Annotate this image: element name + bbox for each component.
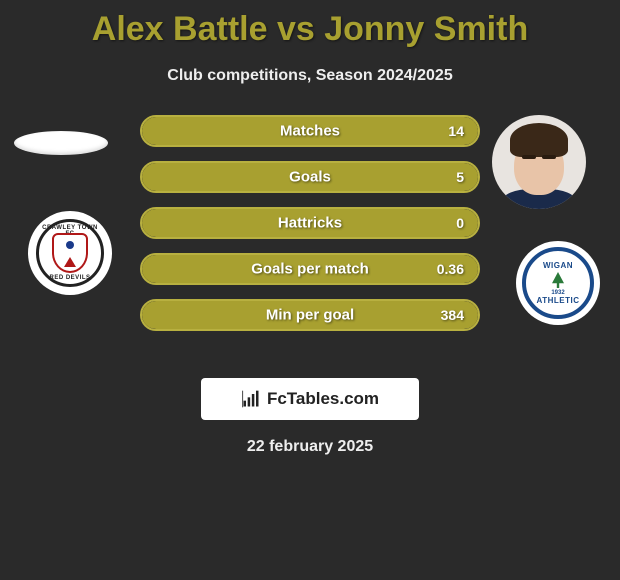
subtitle: Club competitions, Season 2024/2025 — [0, 67, 620, 85]
stats-list: Matches 14 Goals 5 Hattricks 0 Goals per… — [140, 115, 480, 331]
stat-value: 5 — [456, 169, 464, 185]
stat-value: 0 — [456, 215, 464, 231]
stat-row: Goals per match 0.36 — [140, 253, 480, 285]
stat-value: 14 — [448, 123, 464, 139]
player-left-avatar — [14, 131, 108, 155]
stat-label: Goals per match — [142, 261, 478, 278]
stat-label: Goals — [142, 169, 478, 186]
stat-row: Min per goal 384 — [140, 299, 480, 331]
tree-icon — [552, 272, 564, 288]
page-title: Alex Battle vs Jonny Smith — [0, 0, 620, 49]
stat-label: Matches — [142, 123, 478, 140]
shield-icon — [52, 233, 88, 273]
badge-text-top: WIGAN — [543, 261, 573, 270]
comparison-panel: CRAWLEY TOWN FC RED DEVILS WIGAN 1932 AT… — [0, 115, 620, 365]
brand-badge: FcTables.com — [201, 378, 419, 420]
player-right-avatar — [492, 115, 586, 209]
stat-value: 0.36 — [437, 261, 464, 277]
brand-text: FcTables.com — [267, 389, 379, 409]
player-right-club-badge: WIGAN 1932 ATHLETIC — [516, 241, 600, 325]
face-icon — [492, 115, 586, 209]
stat-label: Hattricks — [142, 215, 478, 232]
stat-row: Goals 5 — [140, 161, 480, 193]
wigan-badge-icon: WIGAN 1932 ATHLETIC — [522, 247, 594, 319]
player-left-club-badge: CRAWLEY TOWN FC RED DEVILS — [28, 211, 112, 295]
badge-text-bottom: RED DEVILS — [49, 275, 90, 281]
stat-row: Matches 14 — [140, 115, 480, 147]
stat-label: Min per goal — [142, 307, 478, 324]
date-label: 22 february 2025 — [0, 438, 620, 456]
badge-text-bottom: ATHLETIC — [537, 296, 580, 305]
crawley-badge-icon: CRAWLEY TOWN FC RED DEVILS — [36, 219, 104, 287]
stat-value: 384 — [441, 307, 464, 323]
bar-chart-icon — [241, 389, 261, 409]
stat-row: Hattricks 0 — [140, 207, 480, 239]
